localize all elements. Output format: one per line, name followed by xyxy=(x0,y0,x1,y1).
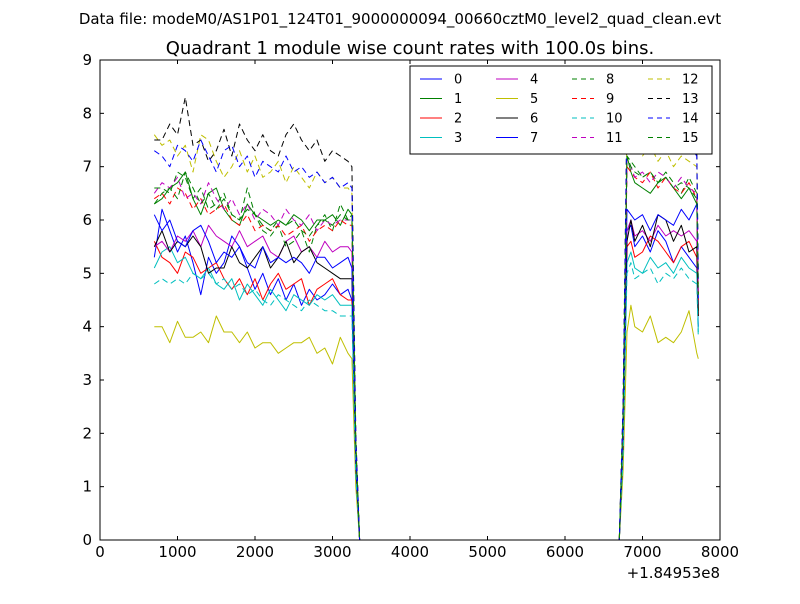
y-tick-label: 9 xyxy=(82,51,92,69)
series-line-10 xyxy=(154,262,699,541)
y-tick-label: 4 xyxy=(82,318,92,336)
legend-label-13: 13 xyxy=(682,92,699,107)
legend-label-14: 14 xyxy=(682,112,699,127)
x-tick-label: 5000 xyxy=(468,543,506,561)
series-line-13 xyxy=(154,86,699,541)
ticks-layer: 0 1000 2000 3000 4000 5000 6000 7000 80000123456… xyxy=(82,51,739,561)
series-layer xyxy=(153,86,699,541)
series-line-7 xyxy=(153,203,699,541)
legend-label-8: 8 xyxy=(606,73,614,88)
legend-label-11: 11 xyxy=(606,131,623,146)
legend-label-2: 2 xyxy=(454,112,462,127)
x-tick-label: 3000 xyxy=(313,543,351,561)
series-line-5 xyxy=(154,304,699,541)
legend-label-5: 5 xyxy=(530,92,538,107)
chart-suptitle: Data file: modeM0/AS1P01_124T01_90000000… xyxy=(79,10,721,29)
x-tick-label: 6000 xyxy=(546,543,584,561)
y-tick-label: 0 xyxy=(82,531,92,549)
legend-label-9: 9 xyxy=(606,92,614,107)
legend-box xyxy=(409,65,713,155)
x-tick-label: 4000 xyxy=(391,543,429,561)
y-tick-label: 7 xyxy=(82,158,92,176)
y-tick-label: 3 xyxy=(82,371,92,389)
series-line-12 xyxy=(153,128,699,541)
legend-label-10: 10 xyxy=(606,112,623,127)
legend-label-12: 12 xyxy=(682,73,699,88)
series-line-11 xyxy=(153,160,699,541)
series-line-0 xyxy=(153,208,699,541)
legend-label-15: 15 xyxy=(682,131,699,146)
legend-label-4: 4 xyxy=(530,73,538,88)
series-line-6 xyxy=(153,214,699,541)
y-tick-label: 2 xyxy=(82,424,92,442)
series-line-15 xyxy=(153,155,699,541)
legend-label-0: 0 xyxy=(454,73,462,88)
x-tick-label: 8000 xyxy=(701,543,739,561)
series-line-1 xyxy=(154,155,699,541)
y-tick-label: 8 xyxy=(82,104,92,122)
y-tick-label: 1 xyxy=(82,478,92,496)
series-line-8 xyxy=(154,155,699,541)
x-tick-label: 7000 xyxy=(623,543,661,561)
legend-label-3: 3 xyxy=(454,131,462,146)
y-tick-label: 5 xyxy=(82,264,92,282)
legend-label-7: 7 xyxy=(530,131,538,146)
series-line-4 xyxy=(154,219,699,541)
y-tick-label: 6 xyxy=(82,211,92,229)
legend-label-6: 6 xyxy=(530,112,538,127)
x-offset-label: +1.84953e8 xyxy=(627,564,720,582)
series-line-9 xyxy=(154,166,699,541)
chart-title: Quadrant 1 module wise count rates with … xyxy=(166,38,655,59)
x-tick-label: 2000 xyxy=(236,543,274,561)
series-line-2 xyxy=(153,235,699,541)
x-tick-label: 0 xyxy=(95,543,105,561)
x-tick-label: 1000 xyxy=(158,543,196,561)
series-line-14 xyxy=(154,118,699,541)
series-line-3 xyxy=(153,246,699,541)
legend-label-1: 1 xyxy=(454,92,462,107)
